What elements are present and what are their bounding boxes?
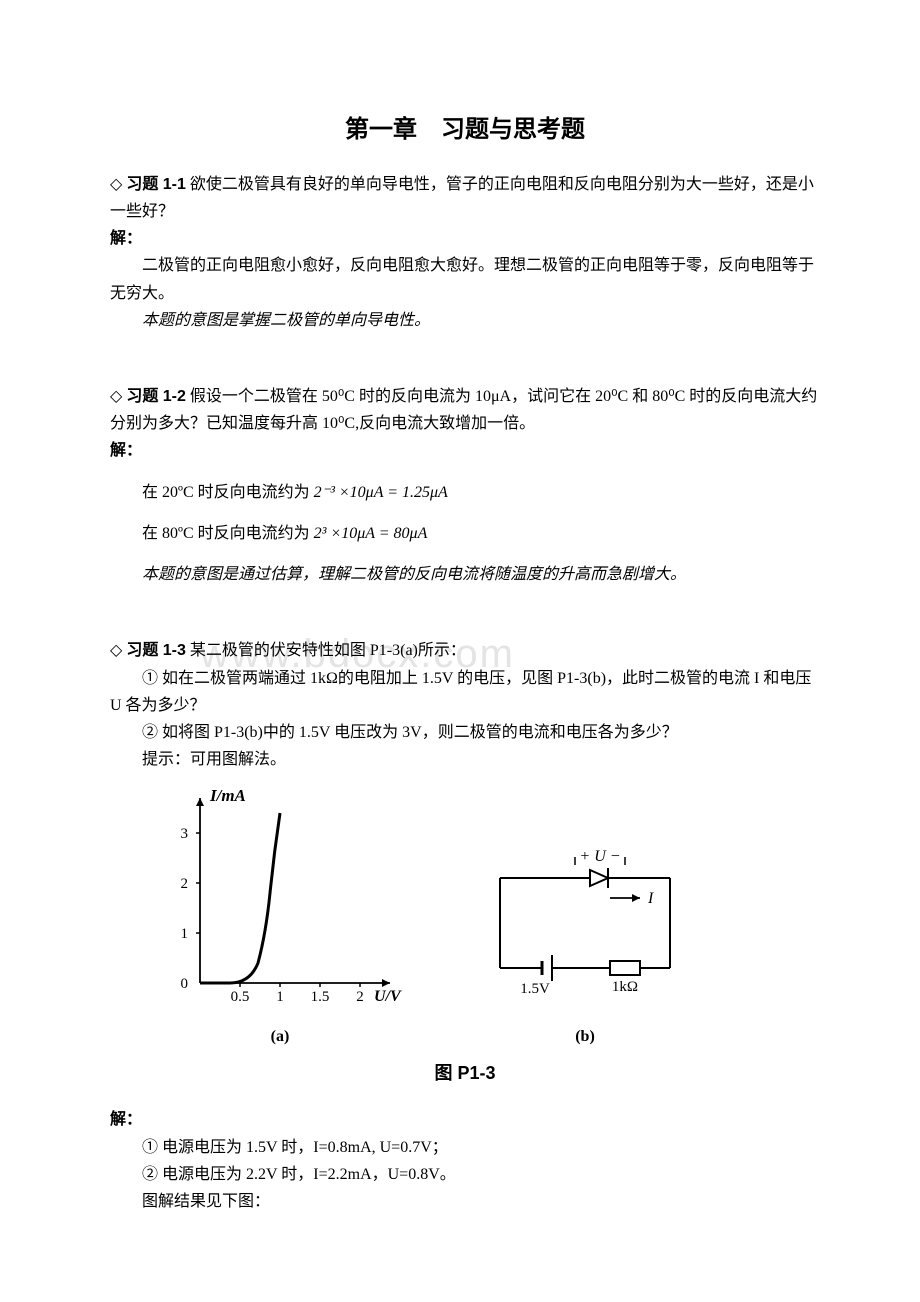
figure-row: 1 2 3 0 0.5 1 1.5 2 I/mA U/V <box>150 783 820 1049</box>
figure-a-caption: (a) <box>150 1023 410 1050</box>
figure-b: + U − I 1kΩ 1.5V (b <box>480 843 690 1049</box>
calc-line-2: 在 80ºC 时反向电流约为 2³ ×10μA = 80μA <box>110 520 820 547</box>
problem-1-3: ◇ 习题 1-3 某二极管的伏安特性如图 P1-3(a)所示： <box>110 637 820 664</box>
problem-label: 习题 1-2 <box>126 388 186 405</box>
problem-text: 欲使二极管具有良好的单向导电性，管子的正向电阻和反向电阻分别为大一些好，还是小一… <box>110 176 814 220</box>
page-content: 第一章 习题与思考题 ◇ 习题 1-1 欲使二极管具有良好的单向导电性，管子的正… <box>110 110 820 1215</box>
solution-note: 本题的意图是通过估算，理解二极管的反向电流将随温度的升高而急剧增大。 <box>110 561 820 588</box>
problem-label: 习题 1-1 <box>126 176 186 193</box>
sol-line-2: ② 电源电压为 2.2V 时，I=2.2mA，U=0.8V。 <box>110 1161 820 1188</box>
problem-label: 习题 1-3 <box>126 642 186 659</box>
diamond-bullet: ◇ <box>110 176 122 193</box>
i-label: I <box>647 890 654 907</box>
eq-prefix: 在 80ºC 时反向电流约为 <box>142 525 310 542</box>
x-axis-label: U/V <box>374 988 402 1005</box>
ytick-2: 2 <box>181 876 189 892</box>
problem-1-2: ◇ 习题 1-2 假设一个二极管在 50⁰C 时的反向电流为 10μA，试问它在… <box>110 383 820 437</box>
xtick-1: 1 <box>276 989 284 1005</box>
solution-text: 二极管的正向电阻愈小愈好，反向电阻愈大愈好。理想二极管的正向电阻等于零，反向电阻… <box>110 252 820 306</box>
solution-label: 解： <box>110 1106 820 1133</box>
problem-text: 某二极管的伏安特性如图 P1-3(a)所示： <box>186 642 466 659</box>
circuit-svg: + U − I 1kΩ 1.5V <box>480 843 690 1013</box>
diamond-bullet: ◇ <box>110 388 122 405</box>
figure-main-caption: 图 P1-3 <box>110 1058 820 1089</box>
eq-expr: 2⁻³ ×10μA = 1.25μA <box>314 484 448 501</box>
solution-lines: ① 电源电压为 1.5V 时，I=0.8mA, U=0.7V； ② 电源电压为 … <box>110 1134 820 1216</box>
problem-hint: 提示：可用图解法。 <box>110 746 820 773</box>
problem-item-2: ② 如将图 P1-3(b)中的 1.5V 电压改为 3V，则二极管的电流和电压各… <box>110 719 820 746</box>
solution-note: 本题的意图是掌握二极管的单向导电性。 <box>110 307 820 334</box>
vsrc-label: 1.5V <box>520 981 550 997</box>
calc-line-1: 在 20ºC 时反向电流约为 2⁻³ ×10μA = 1.25μA <box>110 479 820 506</box>
eq-prefix: 在 20ºC 时反向电流约为 <box>142 484 310 501</box>
figure-b-caption: (b) <box>480 1023 690 1050</box>
problem-1-1: ◇ 习题 1-1 欲使二极管具有良好的单向导电性，管子的正向电阻和反向电阻分别为… <box>110 171 820 225</box>
xtick-05: 0.5 <box>231 989 250 1005</box>
diamond-bullet: ◇ <box>110 642 122 659</box>
chapter-title: 第一章 习题与思考题 <box>110 110 820 151</box>
xtick-2: 2 <box>356 989 364 1005</box>
y-axis-label: I/mA <box>209 786 246 805</box>
ytick-1: 1 <box>181 926 189 942</box>
sol-line-1: ① 电源电压为 1.5V 时，I=0.8mA, U=0.7V； <box>110 1134 820 1161</box>
sol-line-3: 图解结果见下图： <box>110 1188 820 1215</box>
solution-label: 解： <box>110 225 820 252</box>
problem-text: 假设一个二极管在 50⁰C 时的反向电流为 10μA，试问它在 20⁰C 和 8… <box>110 388 817 432</box>
ytick-0: 0 <box>181 976 189 992</box>
solution-label: 解： <box>110 437 820 464</box>
problem-item-1: ① 如在二极管两端通过 1kΩ的电阻加上 1.5V 的电压，见图 P1-3(b)… <box>110 665 820 719</box>
iv-curve-svg: 1 2 3 0 0.5 1 1.5 2 I/mA U/V <box>150 783 410 1013</box>
u-label: + U − <box>579 848 620 865</box>
figure-a: 1 2 3 0 0.5 1 1.5 2 I/mA U/V <box>150 783 410 1049</box>
xtick-15: 1.5 <box>311 989 330 1005</box>
r-label: 1kΩ <box>612 979 638 995</box>
ytick-3: 3 <box>181 826 189 842</box>
eq-expr: 2³ ×10μA = 80μA <box>314 525 428 542</box>
